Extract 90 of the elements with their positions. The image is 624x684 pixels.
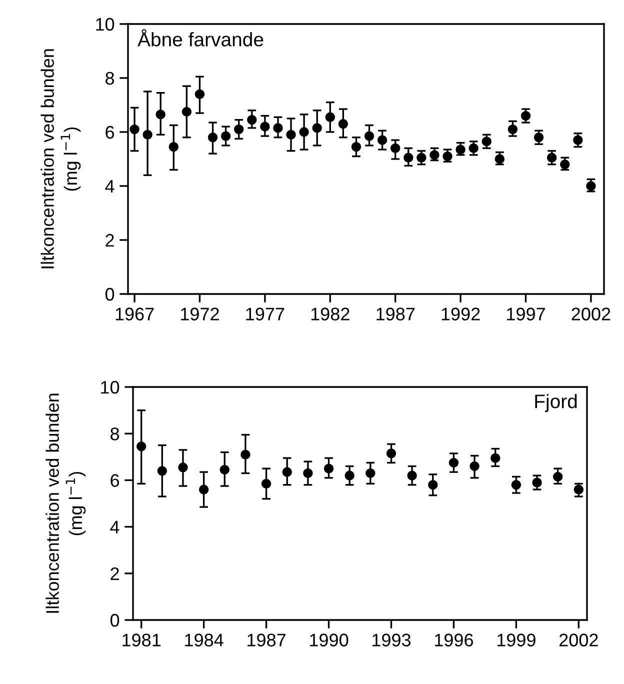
point	[130, 124, 140, 134]
point	[552, 472, 563, 482]
point	[324, 464, 334, 474]
point	[178, 462, 188, 472]
y-tick-label: 2	[110, 567, 119, 580]
point	[220, 464, 230, 475]
point	[282, 467, 292, 477]
point	[456, 144, 466, 154]
point	[490, 453, 500, 463]
point	[377, 135, 388, 145]
point	[157, 466, 168, 476]
point	[574, 484, 584, 494]
point	[573, 135, 583, 145]
x-tick-label: 2002	[572, 308, 610, 320]
point	[142, 130, 152, 140]
point	[194, 89, 205, 100]
point	[351, 142, 362, 152]
x-tick-label: 1977	[246, 308, 284, 320]
point	[482, 136, 492, 146]
x-tick-label: 1996	[435, 634, 474, 646]
x-tick-label: 1999	[497, 634, 536, 646]
point	[448, 458, 459, 468]
y-tick-label: 6	[106, 126, 114, 139]
point	[260, 122, 270, 132]
point	[325, 112, 335, 122]
point	[428, 480, 438, 490]
y-axis-title: Iltkoncentration ved bunden (mg l$^{−1}$)	[46, 394, 86, 613]
point	[430, 150, 440, 160]
y-tick-label: 10	[96, 18, 114, 31]
y-tick-label: 10	[101, 380, 120, 394]
point	[390, 143, 400, 154]
point	[534, 132, 544, 142]
y-tick-label: 0	[105, 288, 114, 301]
point	[520, 110, 531, 121]
y-tick-label: 2	[106, 234, 114, 247]
point	[261, 478, 272, 489]
point	[508, 124, 518, 134]
point	[386, 448, 396, 458]
point	[136, 442, 146, 452]
x-tick-label: 1972	[181, 308, 219, 320]
point	[586, 181, 596, 191]
point	[560, 160, 570, 170]
point	[234, 124, 244, 134]
annotation: Åbne farvande	[138, 29, 264, 46]
point	[532, 478, 542, 488]
point	[338, 119, 348, 129]
point	[404, 152, 414, 163]
point	[442, 151, 452, 162]
point	[303, 468, 313, 478]
point	[511, 480, 522, 490]
y-tick-label: 6	[110, 474, 120, 487]
point	[546, 152, 557, 163]
y-tick-label: 4	[105, 180, 114, 193]
y-tick-label: 4	[110, 520, 120, 534]
point	[468, 143, 478, 154]
point	[182, 106, 192, 117]
point	[286, 130, 296, 140]
x-tick-label: 1984	[185, 634, 224, 646]
y-tick-label: 8	[110, 428, 120, 440]
y-axis-title: Iltkoncentration ved bunden (mg l$^{−1}$)	[40, 49, 81, 268]
point	[407, 470, 417, 480]
y-tick-label: 8	[106, 72, 114, 85]
point	[470, 461, 480, 472]
x-tick-label: 1993	[372, 634, 411, 646]
point	[344, 470, 354, 480]
x-tick-label: 1990	[310, 634, 348, 646]
point	[366, 468, 376, 478]
x-tick-label: 1987	[376, 308, 415, 320]
point	[299, 127, 309, 137]
x-tick-label: 1987	[248, 634, 286, 646]
point	[168, 142, 179, 152]
point	[208, 132, 218, 142]
point	[156, 110, 166, 120]
x-tick-label: 1981	[122, 634, 161, 646]
annotation: Fjord	[535, 394, 577, 412]
point	[273, 123, 283, 133]
x-tick-label: 1982	[311, 308, 350, 320]
point	[364, 131, 374, 141]
point	[247, 114, 257, 125]
point	[240, 450, 250, 460]
x-tick-label: 2002	[559, 634, 598, 646]
point	[220, 131, 231, 141]
x-tick-label: 1992	[442, 308, 480, 320]
y-tick-label: 0	[110, 614, 120, 627]
x-tick-label: 1967	[116, 308, 154, 320]
point	[198, 484, 209, 494]
point	[416, 152, 426, 163]
x-tick-label: 1997	[507, 308, 545, 320]
point	[312, 123, 322, 133]
point	[494, 154, 505, 164]
